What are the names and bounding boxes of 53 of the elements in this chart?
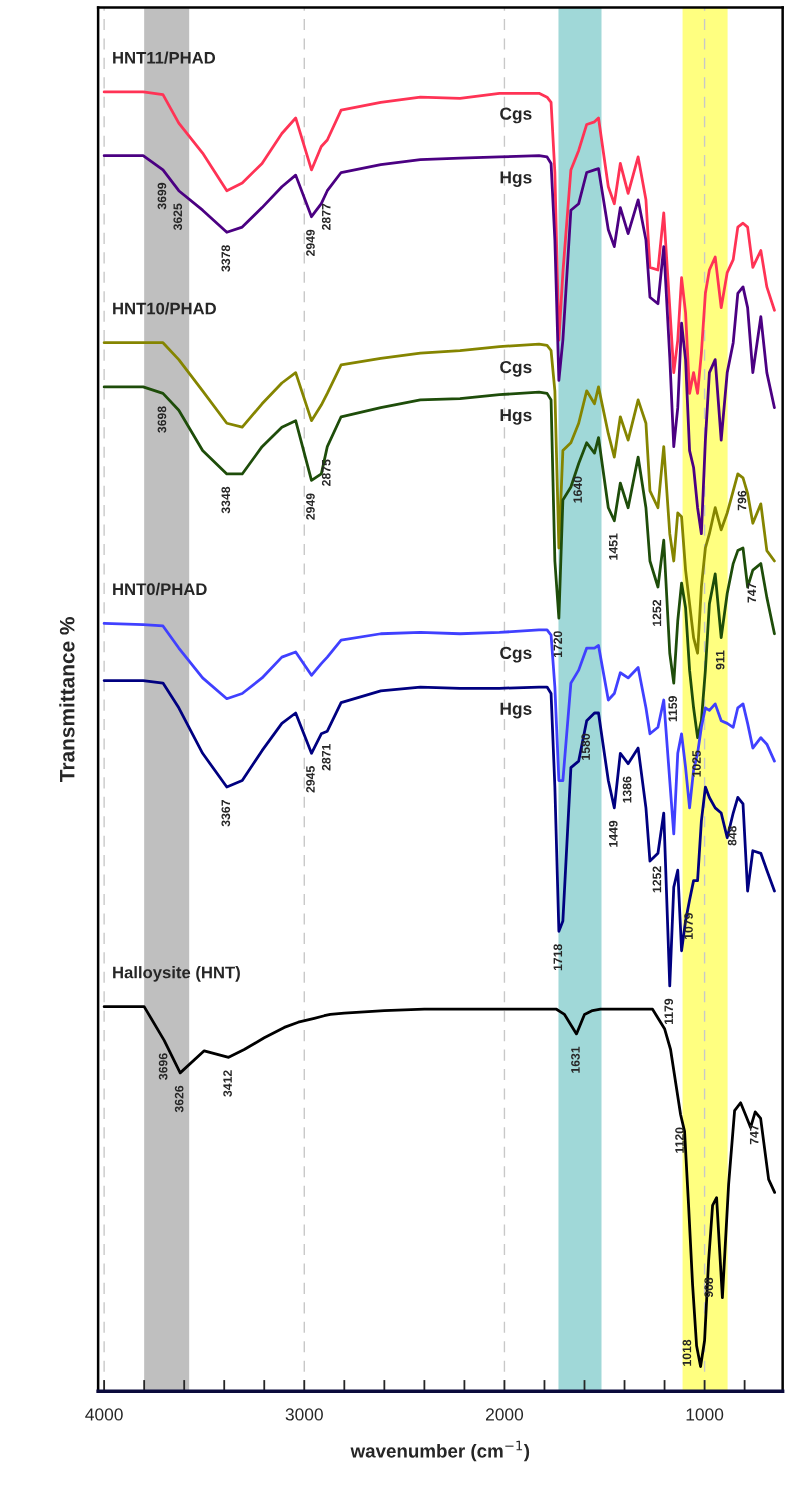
series-label: Cgs bbox=[500, 360, 532, 377]
text: HNT11/PHAD bbox=[113, 51, 216, 64]
annotation: 1386 bbox=[622, 776, 632, 803]
annotation: 3348 bbox=[221, 486, 231, 514]
series-label: Hgs bbox=[500, 171, 532, 187]
annotation: 1079 bbox=[684, 913, 693, 940]
y-axis-title: Transmittance % bbox=[59, 617, 75, 782]
series-label: Hgs bbox=[500, 702, 532, 719]
annotation: 908 bbox=[704, 1277, 714, 1298]
annotation: 2871 bbox=[321, 744, 331, 771]
annotation: 1718 bbox=[553, 944, 563, 971]
annotation: 1018 bbox=[682, 1339, 692, 1366]
annotation: 1580 bbox=[581, 733, 590, 760]
annotation: 1640 bbox=[573, 476, 582, 503]
annotation: 3412 bbox=[223, 1070, 232, 1097]
series-label: Cgs bbox=[500, 646, 532, 663]
annotation: 3699 bbox=[157, 182, 167, 210]
annotation: 3378 bbox=[221, 245, 231, 272]
annotation: 796 bbox=[737, 490, 747, 511]
annotation: 1451 bbox=[609, 533, 618, 560]
annotation: 3625 bbox=[173, 203, 183, 231]
annotation: 1120 bbox=[675, 1127, 684, 1153]
annotation: 747 bbox=[749, 1124, 759, 1145]
x-tick-label: 2000 bbox=[486, 1408, 524, 1421]
x-axis-title: wavenumber (cm$^{−1}$) bbox=[350, 1440, 530, 1462]
annotation: 1025 bbox=[692, 750, 701, 777]
x-tick-label: 1000 bbox=[686, 1408, 724, 1421]
annotation: 747 bbox=[747, 583, 756, 603]
annotation: 2949 bbox=[306, 229, 315, 256]
annotation: 3367 bbox=[221, 800, 231, 827]
annotation: 2875 bbox=[321, 459, 331, 486]
annotation: 1631 bbox=[571, 1046, 580, 1073]
annotation: HNT10/PHAD bbox=[113, 302, 216, 315]
annotation: 3698 bbox=[157, 406, 167, 433]
annotation: 1720 bbox=[553, 631, 563, 658]
series-label: Hgs bbox=[500, 409, 532, 425]
annotation: 848 bbox=[727, 825, 737, 846]
x-tick-label: 3000 bbox=[285, 1408, 323, 1421]
annotation: 911 bbox=[715, 650, 725, 670]
annotation: 2949 bbox=[306, 493, 315, 520]
annotation: 2945 bbox=[306, 766, 315, 793]
annotation: 3696 bbox=[158, 1053, 168, 1080]
annotation: 1179 bbox=[664, 998, 674, 1025]
series-label: Cgs bbox=[500, 107, 532, 124]
annotation: 1449 bbox=[608, 820, 618, 847]
annotation: 2877 bbox=[321, 203, 331, 230]
annotation: 1252 bbox=[652, 599, 662, 626]
annotation: 1252 bbox=[652, 866, 662, 893]
annotation: 1159 bbox=[668, 696, 678, 722]
annotation: 3626 bbox=[174, 1085, 184, 1113]
annotation: Halloysite (HNT) bbox=[113, 966, 240, 982]
annotation: HNT0/PHAD bbox=[113, 582, 207, 596]
x-tick-label: 4000 bbox=[85, 1408, 123, 1421]
